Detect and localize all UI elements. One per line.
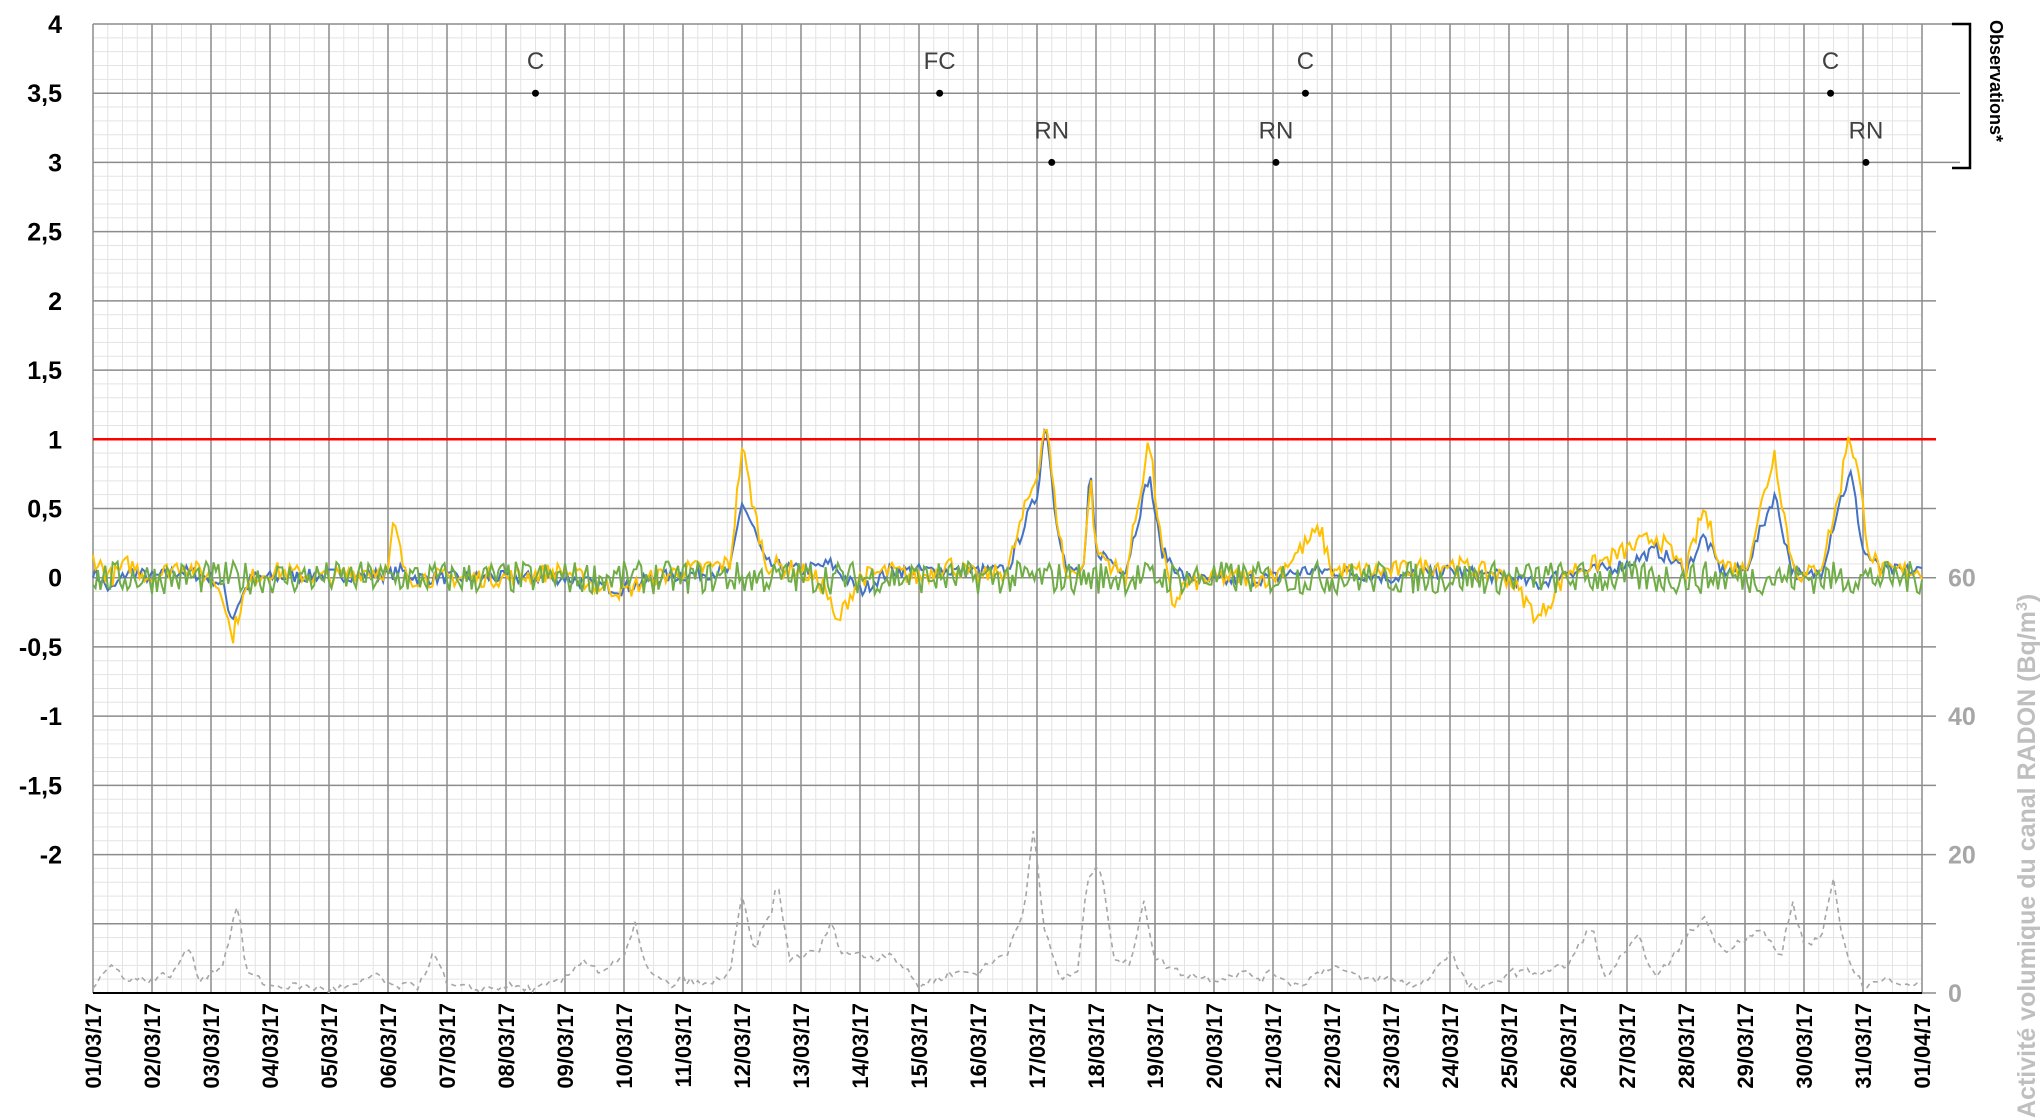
series-line-3	[92, 830, 1923, 995]
observations-bracket	[1952, 22, 1972, 170]
y-left-tick-label: 2	[48, 288, 62, 316]
observations-label: Observations*	[1986, 20, 2006, 142]
observation-marker	[936, 89, 944, 97]
y-left-tick-label: 4	[48, 11, 62, 39]
x-tick-label: 23/03/17	[1379, 1003, 1404, 1089]
y-right-tick-label: 0	[1948, 980, 1962, 1008]
x-tick-label: 04/03/17	[258, 1003, 283, 1089]
x-tick-label: 14/03/17	[848, 1003, 873, 1089]
x-tick-labels: 01/03/17 02/03/17 03/03/17 04/03/17 05/03/17…	[81, 1003, 1935, 1089]
observation-marker	[1827, 89, 1835, 97]
x-tick-label: 15/03/17	[907, 1003, 932, 1089]
x-tick-label: 03/03/17	[199, 1003, 224, 1089]
y-left-tick-label: 0	[48, 565, 62, 593]
observation-label: RN	[1034, 117, 1069, 144]
y-left-tick-label: 3	[48, 149, 62, 177]
x-tick-label: 01/03/17	[81, 1003, 106, 1089]
y-left-tick-label: 3,5	[27, 80, 62, 108]
x-tick-label: 17/03/17	[1025, 1003, 1050, 1089]
observation-label: RN	[1259, 117, 1294, 144]
observation-marker	[532, 89, 539, 97]
y-right-axis-label-main: Activité volumique du canal RADON (Bq/m	[2013, 611, 2041, 1118]
y-left-tick-label: 2,5	[27, 219, 62, 247]
series-line-2	[92, 558, 1923, 599]
x-tick-label: 26/03/17	[1556, 1003, 1581, 1089]
y-right-axis-label-sup: 3	[2014, 602, 2031, 611]
observation-marker	[1301, 89, 1309, 97]
x-tick-label: 25/03/17	[1497, 1003, 1522, 1089]
y-left-tick-label: 1	[48, 426, 62, 454]
x-tick-label: 20/03/17	[1202, 1003, 1227, 1089]
series-lines	[92, 427, 1923, 995]
x-tick-label: 10/03/17	[612, 1003, 637, 1089]
x-tick-label: 02/03/17	[140, 1003, 165, 1089]
y-left-tick-labels: 4 3,5 3 2,5 2 1,5 1 0,5 0 -0,5 -1 -1,5 -2	[19, 11, 62, 870]
y-left-tick-label: -2	[40, 842, 62, 870]
x-tick-label: 09/03/17	[553, 1003, 578, 1089]
x-tick-label: 22/03/17	[1320, 1003, 1345, 1089]
y-left-tick-label: -0,5	[19, 634, 62, 662]
x-tick-label: 30/03/17	[1792, 1003, 1817, 1089]
x-tick-label: 19/03/17	[1143, 1003, 1168, 1089]
observation-label: C	[1297, 48, 1314, 75]
x-tick-label: 27/03/17	[1615, 1003, 1640, 1089]
y-left-tick-label: 0,5	[27, 496, 62, 524]
x-tick-label: 05/03/17	[317, 1003, 342, 1089]
x-tick-label: 08/03/17	[494, 1003, 519, 1089]
y-left-tick-label: -1	[40, 703, 62, 731]
y-left-tick-label: -1,5	[19, 772, 62, 800]
x-tick-label: 29/03/17	[1733, 1003, 1758, 1089]
x-tick-label: 16/03/17	[966, 1003, 991, 1089]
observation-label: C	[527, 48, 544, 75]
y-left-tick-label: 1,5	[27, 357, 62, 385]
y-right-tick-label: 40	[1948, 703, 1976, 731]
observation-marker	[1048, 158, 1056, 166]
x-tick-label: 31/03/17	[1851, 1003, 1876, 1089]
y-right-axis-label-end: )	[2013, 594, 2041, 602]
y-right-axis-label: Activité volumique du canal RADON (Bq/m3…	[2013, 594, 2041, 1118]
x-tick-label: 13/03/17	[789, 1003, 814, 1089]
observation-label: FC	[924, 48, 956, 75]
x-tick-label: 07/03/17	[435, 1003, 460, 1089]
observation-markers: C FC RN RN C C RN	[527, 48, 1883, 166]
y-right-tick-label: 60	[1948, 565, 1976, 593]
observation-marker	[1862, 158, 1870, 166]
y-right-tick-label: 20	[1948, 842, 1976, 870]
x-tick-label: 11/03/17	[671, 1003, 696, 1087]
x-tick-label: 12/03/17	[730, 1003, 755, 1089]
x-tick-label: 21/03/17	[1261, 1003, 1286, 1089]
x-tick-label: 01/04/17	[1910, 1003, 1935, 1089]
observation-label: C	[1822, 48, 1839, 75]
observation-marker	[1272, 158, 1280, 166]
x-tick-label: 18/03/17	[1084, 1003, 1109, 1089]
observation-label: RN	[1849, 117, 1884, 144]
x-tick-label: 06/03/17	[376, 1003, 401, 1089]
y-right-tick-labels: 60 40 20 0	[1948, 565, 1976, 1008]
x-tick-label: 28/03/17	[1674, 1003, 1699, 1089]
x-tick-label: 24/03/17	[1438, 1003, 1463, 1089]
